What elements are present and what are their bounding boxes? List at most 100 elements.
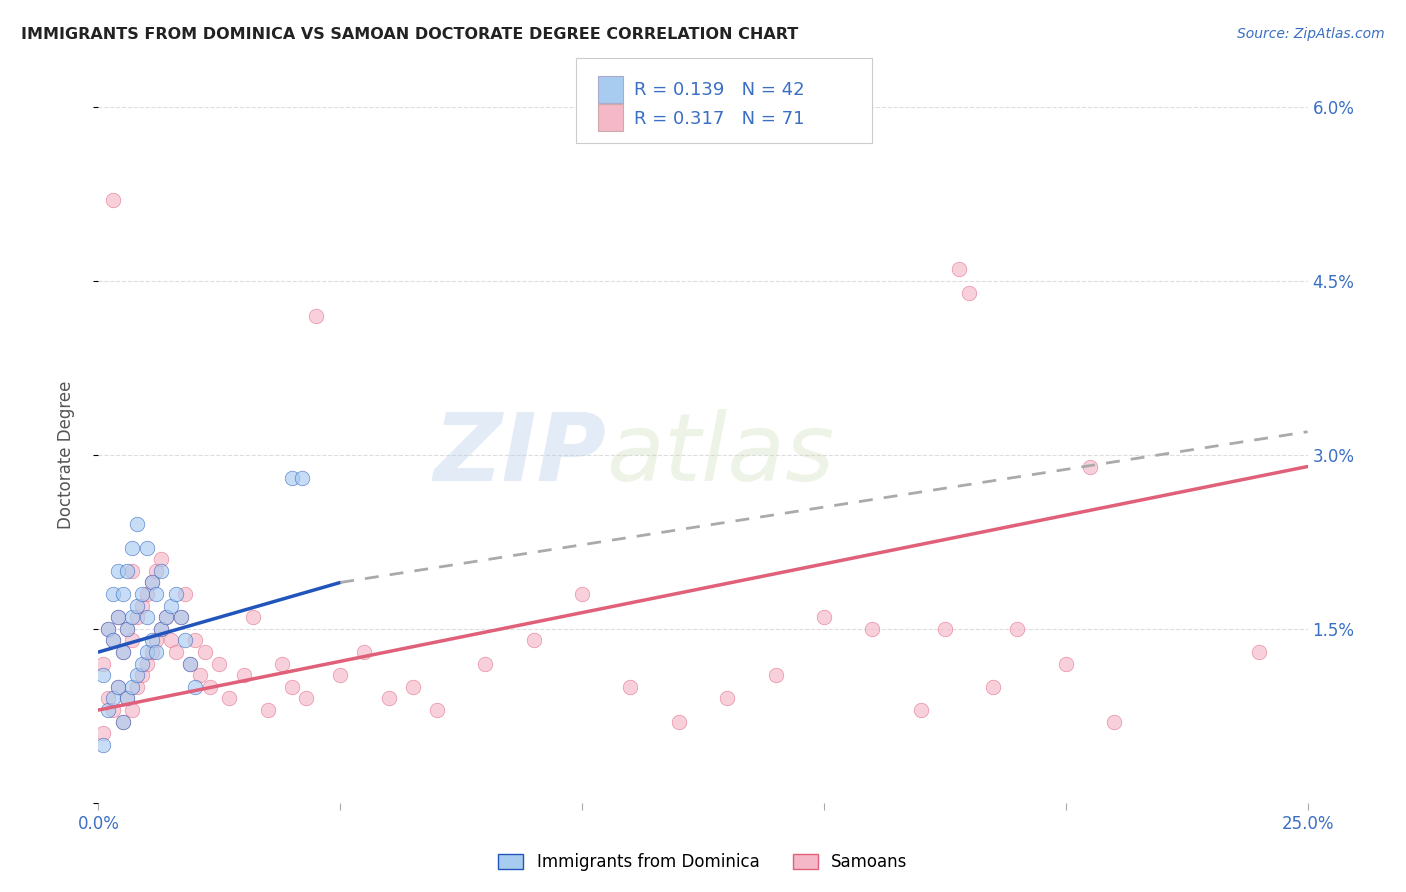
Point: [523, 633, 546, 648]
Text: atlas: atlas: [606, 409, 835, 500]
Point: [668, 714, 690, 729]
Point: [619, 680, 641, 694]
Point: [1054, 657, 1077, 671]
Point: [135, 587, 157, 601]
Point: [208, 657, 231, 671]
Point: [290, 471, 312, 485]
Point: [948, 262, 970, 277]
Point: [145, 633, 167, 648]
Point: [860, 622, 883, 636]
Point: [121, 703, 143, 717]
Point: [934, 622, 956, 636]
Point: [271, 657, 294, 671]
Point: [232, 668, 254, 682]
Point: [111, 714, 134, 729]
Point: [91, 738, 114, 752]
Point: [131, 668, 153, 682]
Point: [329, 668, 352, 682]
Point: [121, 633, 143, 648]
Point: [765, 668, 787, 682]
Point: [160, 633, 183, 648]
Point: [426, 703, 449, 717]
Point: [145, 587, 167, 601]
Point: [121, 541, 143, 555]
Point: [101, 587, 124, 601]
Point: [194, 645, 217, 659]
Text: ZIP: ZIP: [433, 409, 606, 501]
Text: R = 0.317   N = 71: R = 0.317 N = 71: [634, 110, 804, 128]
Point: [188, 668, 211, 682]
Point: [1078, 459, 1101, 474]
Point: [127, 599, 149, 613]
Point: [155, 610, 177, 624]
Point: [256, 703, 278, 717]
Point: [111, 587, 134, 601]
Point: [165, 645, 187, 659]
Point: [97, 703, 120, 717]
Point: [155, 610, 177, 624]
Point: [957, 285, 980, 300]
Point: [101, 633, 124, 648]
Point: [165, 587, 187, 601]
Point: [145, 645, 167, 659]
Point: [91, 726, 114, 740]
Point: [135, 657, 157, 671]
Point: [107, 680, 129, 694]
Point: [184, 680, 207, 694]
Point: [474, 657, 496, 671]
Point: [97, 622, 120, 636]
Point: [174, 587, 197, 601]
Point: [97, 691, 120, 706]
Point: [135, 645, 157, 659]
Point: [1007, 622, 1029, 636]
Point: [295, 691, 318, 706]
Point: [127, 668, 149, 682]
Point: [281, 471, 304, 485]
Point: [127, 610, 149, 624]
Point: [121, 610, 143, 624]
Point: [169, 610, 191, 624]
Text: Source: ZipAtlas.com: Source: ZipAtlas.com: [1237, 27, 1385, 41]
Point: [145, 564, 167, 578]
Point: [127, 680, 149, 694]
Point: [101, 703, 124, 717]
Point: [160, 599, 183, 613]
Text: IMMIGRANTS FROM DOMINICA VS SAMOAN DOCTORATE DEGREE CORRELATION CHART: IMMIGRANTS FROM DOMINICA VS SAMOAN DOCTO…: [21, 27, 799, 42]
Point: [107, 680, 129, 694]
Point: [571, 587, 593, 601]
Point: [150, 564, 173, 578]
Point: [91, 668, 114, 682]
Point: [910, 703, 932, 717]
Point: [131, 599, 153, 613]
Y-axis label: Doctorate Degree: Doctorate Degree: [56, 381, 75, 529]
Point: [1249, 645, 1271, 659]
Point: [184, 633, 207, 648]
Point: [377, 691, 399, 706]
Point: [121, 564, 143, 578]
Point: [141, 575, 163, 590]
Point: [135, 541, 157, 555]
Point: [121, 680, 143, 694]
Point: [111, 645, 134, 659]
Point: [402, 680, 425, 694]
Point: [1102, 714, 1125, 729]
Point: [101, 193, 124, 207]
Point: [107, 610, 129, 624]
Point: [281, 680, 304, 694]
Point: [111, 714, 134, 729]
Point: [117, 564, 139, 578]
Point: [179, 657, 201, 671]
Point: [131, 587, 153, 601]
Text: R = 0.139   N = 42: R = 0.139 N = 42: [634, 81, 804, 99]
Point: [135, 610, 157, 624]
Point: [117, 691, 139, 706]
Point: [141, 633, 163, 648]
Point: [117, 622, 139, 636]
Point: [97, 622, 120, 636]
Point: [198, 680, 221, 694]
Point: [169, 610, 191, 624]
Point: [981, 680, 1004, 694]
Point: [716, 691, 738, 706]
Point: [150, 622, 173, 636]
Point: [127, 517, 149, 532]
